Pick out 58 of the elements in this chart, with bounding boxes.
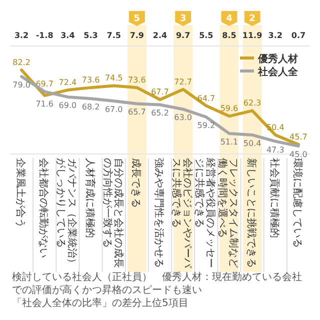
data-label: 50.4 [243,138,262,148]
text: 3.2 [268,31,282,40]
text: -1.8 [36,31,54,40]
data-label: 62.3 [243,98,262,108]
text: 8.5 [222,31,237,40]
data-label: 63.0 [174,113,192,122]
x-tick-label: 企業風土が合う [14,158,27,228]
text: 7.9 [130,31,144,40]
text: 9.7 [176,31,190,40]
x-tick-label: 人材育成に積極的 [84,158,96,238]
data-label: 79.0 [12,80,30,90]
data-label: 71.6 [36,100,54,109]
data-label: 51.1 [220,138,238,147]
text: 2.4 [152,31,168,40]
data-label: 67.7 [151,88,169,97]
text: 0.7 [291,31,306,40]
data-label: 74.5 [104,74,123,83]
data-label: 59.6 [220,104,238,114]
x-tick-label: フレックスタイム制など働く時間を選べる [216,158,240,268]
data-label: 68.2 [82,102,100,112]
x-tick-label: 新しいことに挑戦できる [245,158,258,268]
text: 4 [226,14,232,24]
text: 3 [180,14,186,24]
x-tick-label: 会社のビジョンやパーパスに共感できる [170,158,194,269]
data-label: 45.7 [290,132,308,142]
data-label: 65.2 [151,108,169,118]
text: 11.9 [242,31,263,40]
text: 2 [249,14,256,24]
text: 検討している社会人（正社員） 優秀人材：現在勤めている会社での評価が高くかつ昇格のスピードも速い [12,271,302,296]
data-label: 47.3 [266,145,284,154]
text: 「社会人全体の比率」の差分上位5項目 [12,297,188,309]
data-label: 72.4 [58,78,77,88]
legend-label: 優秀人材 [257,53,298,65]
x-tick-label: 強みや専門性を活かせる [153,158,165,268]
x-tick-label: 環境に配慮している [291,158,304,248]
x-tick-label: 社会貢献に積極的 [268,158,280,238]
text: 3.4 [60,31,76,40]
data-label: 59.2 [197,120,216,130]
text: 5 [134,14,140,24]
x-tick-label: 自分の成長と会社の成長の方向性が一致する [101,158,124,268]
x-tick-label: ガバナンス（企業統治）がしっかりしている [55,158,78,268]
data-label: 67.0 [104,105,123,114]
data-label: 45.0 [290,150,308,159]
data-label: 72.7 [174,77,192,86]
data-label: 73.6 [82,76,100,85]
legend-label: 社会人全 [257,66,299,78]
data-label: 73.6 [128,76,146,85]
text: 3.2 [14,31,29,40]
text: 5.5 [199,31,214,40]
x-tick-label: 経営者や役員のメッセージに共感できる [194,157,217,268]
data-label: 69.7 [36,80,54,89]
data-label: 65.7 [128,108,146,117]
x-tick-label: 会社都合の転勤がない [38,158,50,258]
text: 5.3 [84,31,98,40]
data-label: 82.2 [12,58,30,67]
text: 7.5 [106,31,122,40]
data-label: 69.0 [58,100,77,110]
x-tick-label: 成長できる [130,158,142,208]
